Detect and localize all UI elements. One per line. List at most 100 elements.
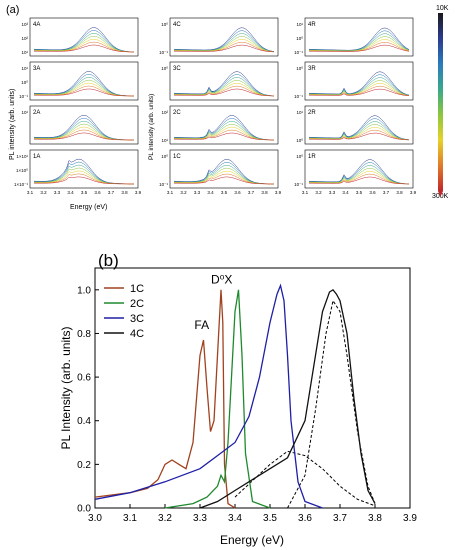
subplot-x-tick: 3.2 <box>315 190 322 195</box>
subplot-curve <box>174 33 275 52</box>
plot-frame <box>94 267 411 509</box>
subplot-y-tick: 10¹ <box>296 22 303 27</box>
subplot-curve <box>308 83 410 96</box>
subplot-x-tick: 3.9 <box>410 190 417 195</box>
x-axis-label: Energy (eV) <box>220 533 284 547</box>
colorbar-arrow-icon <box>438 191 443 197</box>
subplot-y-tick: 10⁰ <box>296 138 303 143</box>
subplot-curve <box>174 80 275 97</box>
subplot-x-tick: 3.2 <box>180 190 187 195</box>
subplot-x-tick: 3.5 <box>356 190 363 195</box>
y-tick-label: 0.6 <box>77 373 91 384</box>
subplot-y-tick: 10³ <box>21 22 28 27</box>
subplot-x-tick: 3.6 <box>369 190 376 195</box>
subplot-4c: 4C 10⁰ 10⁻¹ <box>159 17 279 57</box>
legend-entry: 4C <box>130 328 144 340</box>
subplot-frame <box>169 105 279 145</box>
subplot-curve <box>309 132 410 141</box>
panel-a-figure: (a) PL intensity (arb. units) PL intensi… <box>6 4 449 211</box>
subplot-x-tick: 3.4 <box>67 190 74 195</box>
subplot-curve <box>174 164 275 185</box>
subplot-frame <box>29 17 139 57</box>
x-tick-label: 3.6 <box>298 513 312 524</box>
subplot-x-tick: 3.2 <box>40 190 47 195</box>
x-tick-label: 3.3 <box>193 513 207 524</box>
subplot-y-tick: 10² <box>161 110 168 115</box>
subplot-curve <box>308 27 410 51</box>
subplot-label: 4R <box>308 22 316 28</box>
series-line-4c <box>199 288 376 509</box>
subplot-x-tick: 3.4 <box>342 190 349 195</box>
subplot-3a: 3A 10¹ 10⁰ 10⁻¹ <box>19 61 139 101</box>
subplot-label: 3A <box>33 66 40 72</box>
subplot-curve <box>309 36 410 52</box>
subplot-curve <box>173 71 275 97</box>
subplot-curve <box>174 176 274 185</box>
subplot-curve <box>33 27 135 53</box>
subplot-curve <box>309 124 410 141</box>
subplot-curve <box>308 71 410 96</box>
subplot-curve <box>33 38 135 53</box>
subplot-curve <box>173 115 275 141</box>
subplot-curve <box>173 118 275 141</box>
subplot-y-tick: 1×10⁰ <box>16 168 28 173</box>
x-tick-label: 3.7 <box>333 513 347 524</box>
annotation-label: D⁰X <box>211 272 232 286</box>
subplot-x-tick: 3.1 <box>27 190 34 195</box>
series-lines <box>94 283 376 509</box>
subplot-x-tick: 3.6 <box>234 190 241 195</box>
subplot-curve <box>174 123 275 141</box>
subplot-y-tick: 10⁰ <box>296 66 303 71</box>
subplot-2a: 2A 10¹ <box>21 105 139 145</box>
subplot-curve <box>309 121 410 141</box>
x-tick-label: 3.1 <box>123 513 137 524</box>
x-tick-label: 3.9 <box>403 513 417 524</box>
subplot-curve <box>34 132 134 141</box>
subplot-y-tick: 10¹ <box>161 138 168 143</box>
subplot-label: 1C <box>173 154 181 160</box>
subplot-curve <box>309 176 410 185</box>
y-tick-label: 0.0 <box>77 504 91 515</box>
subplot-y-tick: 10¹ <box>21 50 28 55</box>
fit-curve-line <box>287 299 376 509</box>
subplot-frame <box>304 61 414 101</box>
subplot-curve <box>308 127 410 141</box>
subplot-curve <box>174 132 274 141</box>
subplot-curve <box>174 36 275 52</box>
panel-b-axes: 3.0 3.1 3.2 3.3 3.4 3.5 3.6 3.7 3.8 3.9 0.0 0.2 0.4 0… <box>77 285 417 524</box>
subplot-frame <box>304 17 414 57</box>
subplot-4r: 4R 10¹ 10⁰ 10⁻¹ <box>294 17 414 57</box>
annotations: FA D⁰X <box>194 272 232 332</box>
subplot-curve <box>308 170 410 185</box>
subplot-frame <box>304 105 414 145</box>
subplot-curve <box>309 33 410 51</box>
subplot-y-tick: 1×10⁻¹ <box>14 182 29 187</box>
subplot-x-tick: 3.9 <box>135 190 142 195</box>
subplot-x-tick: 3.9 <box>275 190 282 195</box>
subplot-x-tick: 3.3 <box>54 190 61 195</box>
subplot-2c: 2C 10² 10¹ <box>161 105 279 145</box>
x-tick-label: 3.2 <box>158 513 172 524</box>
panel-a-xlabel: Energy (eV) <box>70 204 107 211</box>
subplot-curve <box>174 88 275 97</box>
colorbar-gradient <box>438 13 443 191</box>
subplot-y-tick: 10² <box>21 36 28 41</box>
subplot-curve <box>34 88 134 97</box>
subplot-frame <box>169 61 279 101</box>
subplot-curve <box>173 74 275 97</box>
subplot-curve <box>174 121 275 141</box>
fit-curves <box>234 299 376 509</box>
subplot-curve <box>173 30 275 52</box>
subplot-4a: 4A 10³ 10² 10¹ <box>21 17 139 57</box>
subplot-curve <box>309 88 410 96</box>
subplot-x-tick: 3.8 <box>121 190 128 195</box>
subplot-label: 4C <box>173 22 181 28</box>
subplot-curve <box>309 44 410 52</box>
subplot-label: 2A <box>33 110 40 116</box>
panel-a-ylabel: PL intensity (arb. units) <box>9 89 16 160</box>
subplot-y-tick: 10⁰ <box>161 22 168 27</box>
subplot-frame <box>29 149 139 189</box>
subplot-x-tick: 3.7 <box>108 190 115 195</box>
subplot-x-tick: 3.3 <box>194 190 201 195</box>
subplot-y-tick: 10¹ <box>296 110 303 115</box>
